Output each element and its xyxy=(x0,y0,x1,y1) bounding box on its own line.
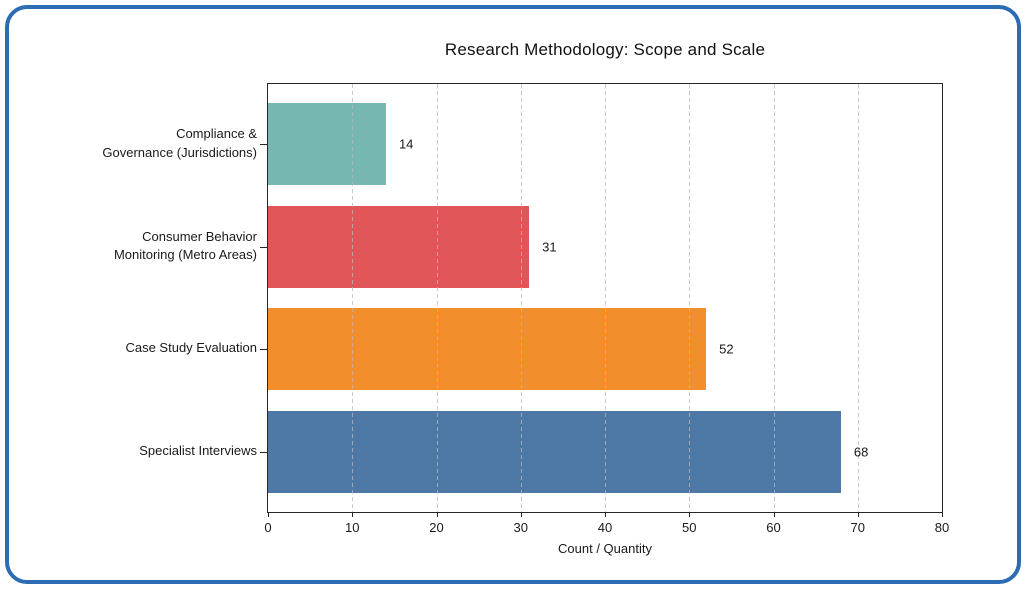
gridline-70 xyxy=(857,84,859,512)
x-tick-label-50: 50 xyxy=(682,520,697,535)
category-label-consumer-behavior: Consumer Behavior Monitoring (Metro Area… xyxy=(113,228,257,262)
y-tick-mark xyxy=(260,144,268,146)
gridline-50 xyxy=(689,84,691,512)
x-tick-mark xyxy=(773,512,775,517)
category-label-case-study-evaluation: Case Study Evaluation xyxy=(125,340,257,356)
bar-value-label-consumer-behavior: 31 xyxy=(542,239,557,255)
y-tick-mark xyxy=(260,349,268,351)
gridline-40 xyxy=(605,84,606,512)
x-tick-label-20: 20 xyxy=(429,520,444,535)
y-tick-mark xyxy=(260,246,268,248)
x-tick-label-60: 60 xyxy=(766,520,781,535)
x-tick-mark xyxy=(942,512,943,517)
category-label-compliance: Compliance & Governance (Jurisdictions) xyxy=(102,126,257,160)
y-axis-labels: Compliance & Governance (Jurisdictions) C… xyxy=(0,83,257,513)
bar-case-study-evaluation xyxy=(268,308,707,391)
x-tick-mark xyxy=(268,512,269,517)
bar-specialist-interviews xyxy=(268,410,841,493)
x-tick-label-0: 0 xyxy=(264,520,272,535)
x-tick-mark xyxy=(436,512,438,517)
bar-value-label-compliance: 14 xyxy=(398,136,414,152)
x-tick-label-80: 80 xyxy=(934,520,950,535)
category-label-specialist-interviews: Specialist Interviews xyxy=(139,442,257,458)
x-tick-label-30: 30 xyxy=(513,520,528,535)
plot-area: 14 31 52 68 0 10 20 30 40 50 60 70 80 xyxy=(260,83,949,535)
gridline-60 xyxy=(773,84,775,512)
x-tick-mark xyxy=(689,512,691,517)
x-tick-mark xyxy=(520,512,522,517)
bar-compliance xyxy=(268,103,386,186)
gridline-10 xyxy=(352,84,354,512)
bar-value-label-specialist-interviews: 68 xyxy=(853,444,869,460)
x-tick-mark xyxy=(857,512,859,517)
gridline-30 xyxy=(520,84,522,512)
x-tick-label-70: 70 xyxy=(850,520,865,535)
x-tick-mark xyxy=(352,512,354,517)
x-axis-label: Count / Quantity xyxy=(558,541,652,556)
x-tick-label-10: 10 xyxy=(345,520,360,535)
chart-title: Research Methodology: Scope and Scale xyxy=(444,40,766,59)
bar-value-label-case-study-evaluation: 52 xyxy=(719,341,734,357)
gridline-20 xyxy=(436,84,438,512)
y-tick-mark xyxy=(260,451,268,453)
x-tick-mark xyxy=(605,512,606,517)
x-tick-label-40: 40 xyxy=(597,520,613,535)
bar-consumer-behavior xyxy=(268,205,530,288)
